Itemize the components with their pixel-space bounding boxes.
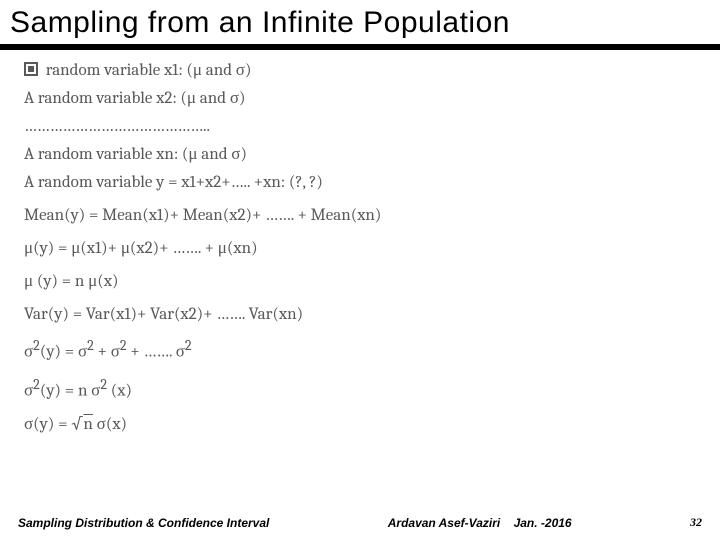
t: (y) = n σ	[40, 382, 100, 401]
line-11: σ2(y) = n σ2 (x)	[24, 375, 696, 404]
line-5: A random variable y = x1+x2+….. +xn: (?,…	[24, 172, 696, 195]
page-title: Sampling from an Infinite Population	[10, 6, 710, 40]
slide: Sampling from an Infinite Population ran…	[0, 0, 720, 540]
line-2: A random variable x2: (μ and σ)	[24, 88, 696, 111]
t: σ(y) = √	[24, 415, 82, 434]
sup: 2	[120, 337, 127, 354]
line-4: A random variable xn: (μ and σ)	[24, 144, 696, 167]
line-1: random variable x1: (μ and σ)	[24, 60, 696, 83]
title-bar: Sampling from an Infinite Population	[0, 0, 720, 44]
line-6: Mean(y) = Mean(x1)+ Mean(x2)+ ……. + Mean…	[24, 205, 696, 228]
t: σ	[24, 382, 33, 401]
t: σ	[24, 343, 33, 362]
line-3: ……………………………………..	[24, 116, 696, 139]
footer-left: Sampling Distribution & Confidence Inter…	[18, 516, 269, 530]
sup: 2	[87, 337, 94, 354]
bullet-icon	[24, 62, 38, 76]
line-12: σ(y) = √n σ(x)	[24, 414, 696, 437]
t: (x)	[107, 382, 132, 401]
footer-mid: Ardavan Asef-Vaziri Jan. -2016	[388, 516, 572, 530]
t: + σ	[94, 343, 120, 362]
footer-author: Ardavan Asef-Vaziri	[388, 516, 500, 530]
t: (y) = σ	[40, 343, 87, 362]
sup: 2	[33, 337, 40, 354]
line-8: μ (y) = n μ(x)	[24, 271, 696, 294]
t: σ(x)	[93, 415, 127, 434]
content-area: random variable x1: (μ and σ) A random v…	[0, 56, 720, 509]
title-rule	[0, 44, 720, 50]
footer: Sampling Distribution & Confidence Inter…	[0, 509, 720, 540]
sqrt-n: n	[82, 415, 93, 434]
line-10: σ2(y) = σ2 + σ2 + ……. σ2	[24, 336, 696, 365]
t: + ……. σ	[127, 343, 185, 362]
page-number: 32	[690, 515, 702, 530]
line-7: μ(y) = μ(x1)+ μ(x2)+ ……. + μ(xn)	[24, 238, 696, 261]
text: random variable x1: (μ and σ)	[46, 61, 252, 80]
line-9: Var(y) = Var(x1)+ Var(x2)+ ……. Var(xn)	[24, 304, 696, 327]
footer-date: Jan. -2016	[514, 516, 572, 530]
sup: 2	[33, 376, 40, 393]
sup: 2	[185, 337, 192, 354]
